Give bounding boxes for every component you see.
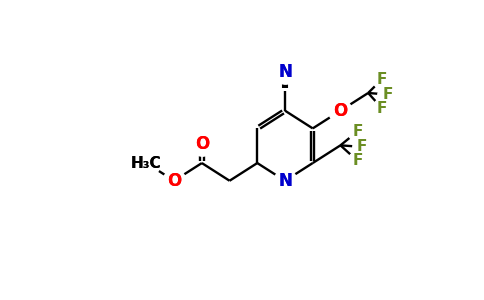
Text: O: O (195, 135, 209, 153)
Text: F: F (357, 140, 367, 154)
Text: O: O (333, 102, 348, 120)
Text: N: N (278, 172, 292, 190)
Text: O: O (333, 102, 348, 120)
Text: N: N (278, 172, 292, 190)
Text: H₃C: H₃C (131, 155, 162, 170)
Text: N: N (278, 63, 292, 81)
Text: F: F (382, 87, 393, 102)
Text: N: N (278, 63, 292, 81)
Text: F: F (377, 101, 387, 116)
Text: H₃C: H₃C (131, 155, 162, 170)
Text: F: F (377, 72, 387, 87)
Text: O: O (167, 172, 181, 190)
Text: O: O (167, 172, 181, 190)
Text: O: O (195, 135, 209, 153)
Text: F: F (352, 124, 363, 139)
Text: F: F (352, 153, 363, 168)
